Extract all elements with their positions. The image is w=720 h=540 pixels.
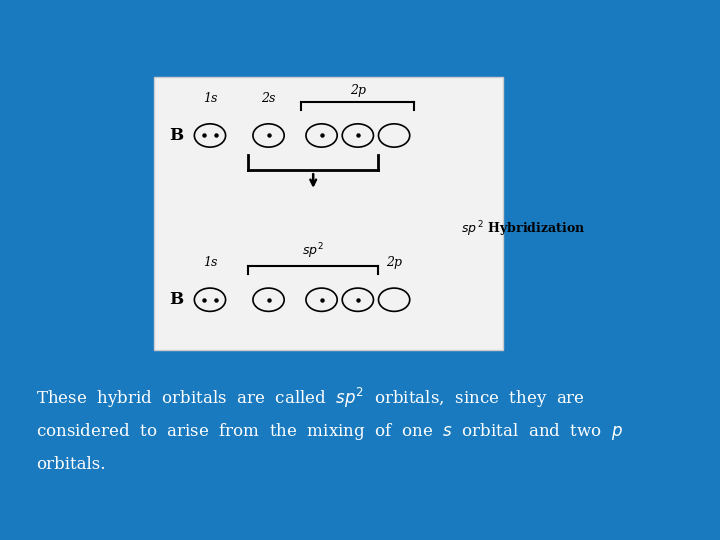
Text: 1s: 1s: [203, 256, 217, 269]
Text: orbitals.: orbitals.: [36, 456, 106, 473]
Text: B: B: [169, 291, 184, 308]
Text: $\mathit{sp}^2$: $\mathit{sp}^2$: [302, 241, 324, 261]
Text: 2p: 2p: [386, 256, 402, 269]
Text: 2p: 2p: [350, 84, 366, 97]
Text: B: B: [169, 127, 184, 144]
Text: $\mathit{sp}^{\,2}$ Hybridization: $\mathit{sp}^{\,2}$ Hybridization: [461, 219, 585, 239]
Text: 1s: 1s: [203, 92, 217, 105]
Text: considered  to  arise  from  the  mixing  of  one  $\mathit{s}$  orbital  and  t: considered to arise from the mixing of o…: [36, 421, 624, 442]
Text: These  hybrid  orbitals  are  called  $\mathit{sp}^2$  orbitals,  since  they  a: These hybrid orbitals are called $\mathi…: [36, 386, 585, 410]
Text: 2s: 2s: [261, 92, 276, 105]
FancyBboxPatch shape: [154, 77, 503, 349]
